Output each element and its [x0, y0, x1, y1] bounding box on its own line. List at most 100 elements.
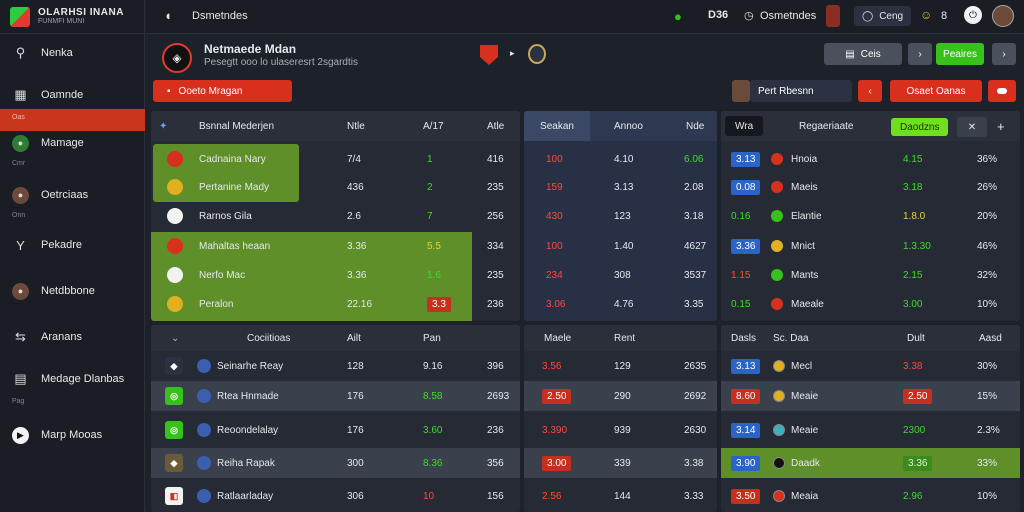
table-row[interactable]: Peralon 22.16 3.3 236	[151, 290, 520, 318]
rating-index: 0.08	[731, 179, 761, 195]
column-header[interactable]: Sc. Daa	[773, 332, 809, 344]
sidebar-item-tactics[interactable]: ⇆ Aranans	[0, 325, 145, 349]
sidebar-item-manage[interactable]: ● Mamage	[0, 131, 145, 155]
table-row[interactable]: 3.13 Mecl 3.38 30%	[721, 351, 1020, 381]
rating-value: 3.18	[903, 181, 923, 193]
red-filter-button[interactable]: ▪ Ooeto Mragan	[153, 80, 292, 102]
column-header[interactable]: Regaeriaate	[799, 120, 854, 132]
sidebar-item-calendar[interactable]: ▦ Oamnde	[0, 83, 145, 107]
column-header[interactable]: Aasd	[979, 332, 1002, 344]
brand[interactable]: OLARHSI INANA FUNMFI MUNI	[0, 0, 144, 34]
forward-button[interactable]: ›	[992, 43, 1016, 65]
red-toggle-button[interactable]	[988, 80, 1016, 102]
table-row[interactable]: Mahaltas heaan 3.36 5.5 334	[151, 232, 520, 260]
team-crest-icon	[197, 489, 211, 503]
table-row[interactable]: ◎ Reoondelalay 176 3.60 236	[151, 415, 520, 445]
red-options-button[interactable]: Osaet Oanas	[890, 80, 982, 102]
column-header[interactable]: Seakan	[524, 111, 590, 141]
table-row[interactable]: Cadnaina Nary 7/4 1 416	[151, 145, 520, 173]
sidebar-item-search[interactable]: ⚲ Nenka	[0, 41, 145, 65]
table-row[interactable]: 159 3.13 2.08	[524, 173, 717, 201]
smiley-icon[interactable]: ☺	[920, 8, 933, 22]
chevron-right-icon: ›	[918, 48, 922, 60]
rating-index: 3.14	[731, 422, 761, 438]
table-row[interactable]: ◎ Rtea Hnmade 176 8.58 2693	[151, 381, 520, 411]
table-row[interactable]: 3.13 Hnoia 4.15 36%	[721, 145, 1020, 173]
next-button[interactable]: ›	[908, 43, 932, 65]
column-header[interactable]: A/17	[423, 120, 444, 132]
club-icon	[773, 360, 785, 372]
table-row[interactable]: 0.08 Maeis 3.18 26%	[721, 173, 1020, 201]
column-header[interactable]: Dult	[907, 332, 925, 344]
table-row[interactable]: 3.06 4.76 3.35	[524, 290, 717, 318]
rating-index: 3.36	[731, 238, 761, 254]
column-header[interactable]: Rent	[614, 332, 636, 344]
table-row[interactable]: 100 4.10 6.06	[524, 145, 717, 173]
back-red-button[interactable]: ‹	[858, 80, 882, 102]
currency-pill[interactable]: ◯ Ceng	[854, 6, 912, 26]
sidebar-item-staff[interactable]: ● Oetrciaas	[0, 183, 145, 207]
table-row[interactable]: ◆ Seinarhe Reay 128 9.16 396	[151, 351, 520, 381]
column-header[interactable]: Dasls	[731, 332, 757, 344]
table-row[interactable]: 2.50 290 2692	[524, 381, 717, 411]
column-header[interactable]: Nde	[686, 120, 705, 132]
table-row[interactable]: Pertanine Mady 436 2 235	[151, 173, 520, 201]
column-header[interactable]: Atle	[487, 120, 505, 132]
column-header[interactable]: Ailt	[347, 332, 361, 344]
table-row[interactable]: ◆ Reiha Rapak 300 8.36 356	[151, 448, 520, 478]
table-row[interactable]: 3.00 339 3.38	[524, 448, 717, 478]
compare-button[interactable]: ▤ Ceis	[824, 43, 902, 65]
table-row[interactable]: 2.56 144 3.33	[524, 481, 717, 511]
sidebar-item-manager[interactable]: ● Netdbbone	[0, 279, 145, 303]
column-header[interactable]: Ntle	[347, 120, 365, 132]
user-avatar[interactable]	[992, 5, 1014, 27]
odds-value: 2635	[684, 360, 707, 372]
sort-icon[interactable]: ⌄	[171, 332, 180, 344]
action-button[interactable]: Peaires	[936, 43, 984, 65]
table-row[interactable]: 1.15 Mants 2.15 32%	[721, 261, 1020, 289]
column-header[interactable]: Bsnnal Mederjen	[199, 120, 275, 132]
odds-value: 308	[614, 269, 631, 281]
tab-active[interactable]: Wra	[725, 116, 764, 136]
column-header[interactable]: Maele	[544, 332, 572, 344]
stat-value: 3.60	[423, 424, 443, 436]
table-row[interactable]: Nerfo Mac 3.36 1.6 235	[151, 261, 520, 289]
rating-percent: 15%	[977, 390, 998, 402]
table-row[interactable]: 3.50 Meaia 2.96 10%	[721, 481, 1020, 511]
table-row[interactable]: 0.15 Maeale 3.00 10%	[721, 290, 1020, 318]
add-icon[interactable]: +	[997, 118, 1005, 134]
stat-value: 8.36	[423, 457, 443, 469]
sidebar-item-active[interactable]	[0, 109, 145, 131]
sidebar-item-messages[interactable]: ▤ Medage Dlanbas	[0, 367, 145, 391]
filter-pill[interactable]: Daodzns	[891, 118, 949, 136]
player-card-icon[interactable]	[826, 5, 840, 27]
table-row[interactable]: 8.60 Meaie 2.50 15%	[721, 381, 1020, 411]
close-icon[interactable]: ✕	[957, 117, 987, 137]
table-row[interactable]: 3.390 939 2630	[524, 415, 717, 445]
rating-value: 2.96	[903, 490, 923, 502]
player-name: Rarnos Gila	[199, 210, 252, 222]
table-row[interactable]: Rarnos Gila 2.6 7 256	[151, 202, 520, 230]
sidebar-item-players[interactable]: Y Pekadre	[0, 233, 145, 257]
table-row[interactable]: 3.36 Mnict 1.3.30 46%	[721, 232, 1020, 260]
stat-value: 156	[487, 490, 504, 502]
back-icon[interactable]: ◖	[164, 8, 172, 23]
team-crest-icon	[197, 456, 211, 470]
player-search-field[interactable]: Pert Rbesnn	[750, 80, 852, 102]
table-row[interactable]: 234 308 3537	[524, 261, 717, 289]
table-row[interactable]: 430 123 3.18	[524, 202, 717, 230]
team-crest-icon	[167, 179, 183, 195]
column-header[interactable]: Cociitioas	[247, 332, 291, 344]
table-row[interactable]: 100 1.40 4627	[524, 232, 717, 260]
table-row[interactable]: 3.56 129 2635	[524, 351, 717, 381]
column-header[interactable]: Annoo	[614, 120, 643, 132]
table-row[interactable]: 3.90 Daadk 3.36 33%	[721, 448, 1020, 478]
power-icon[interactable]: ⏻	[964, 6, 982, 24]
table-row[interactable]: ◧ Ratlaarladay 306 10 156	[151, 481, 520, 511]
club-name: Mnict	[791, 240, 815, 252]
table-row[interactable]: 3.14 Meaie 2300 2.3%	[721, 415, 1020, 445]
stat-value: 1.6	[427, 269, 441, 281]
sidebar-item-more[interactable]: ▶ Marp Mooas	[0, 423, 145, 447]
table-row[interactable]: 0.16 Elantie 1.8.0 20%	[721, 202, 1020, 230]
column-header[interactable]: Pan	[423, 332, 441, 344]
